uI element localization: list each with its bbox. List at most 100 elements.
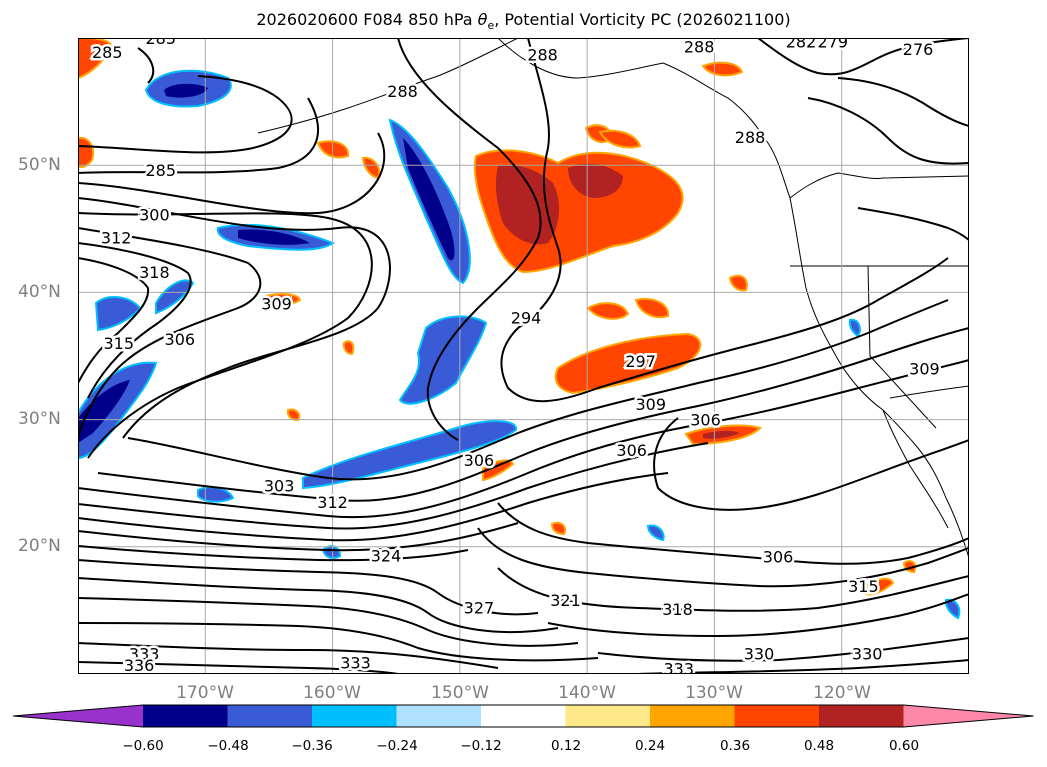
theta-e-contours <box>78 38 969 674</box>
pv-negative-core <box>238 229 310 245</box>
contour-label: 279 <box>818 38 849 52</box>
title-prefix: 2026020600 F084 850 hPa <box>256 10 478 29</box>
pv-positive-area <box>865 577 895 596</box>
baja-california-coastline <box>882 409 949 529</box>
contour-line <box>97 327 969 502</box>
pv-positive-core <box>568 163 623 198</box>
contour-label: 285 <box>92 43 123 62</box>
pv-positive-area <box>550 521 566 536</box>
contour-label: 336 <box>124 656 155 674</box>
contour-line <box>78 212 373 459</box>
contour-label: 309 <box>909 359 940 378</box>
pv-negative-core <box>164 83 208 98</box>
pv-negative-area <box>646 524 665 542</box>
pv-positive-area <box>78 136 94 169</box>
contour-label: 282 <box>786 38 817 52</box>
pv-negative-area <box>94 296 142 332</box>
contour-label: 315 <box>103 334 134 353</box>
map-canvas: 285 285 285 288 288 288 288 282 279 276 300 312 318 3… <box>78 38 969 674</box>
pv-positive-area <box>701 61 744 77</box>
contour-label: 333 <box>340 653 371 672</box>
contour-label: 288 <box>735 128 766 147</box>
title-theta-symbol: θ <box>477 10 488 29</box>
colorbar-tick-label: −0.12 <box>460 738 502 754</box>
contour-label: 315 <box>848 577 879 596</box>
coastlines <box>257 38 969 559</box>
colorbar-tick-label: −0.24 <box>376 738 418 754</box>
colorbar <box>12 704 1034 728</box>
contour-line <box>857 207 969 241</box>
colorbar-tick-label: 0.36 <box>719 738 751 754</box>
lat-tick-label: 40°N <box>18 282 61 302</box>
colorbar-bin <box>481 705 566 727</box>
pv-negative-core <box>403 138 455 261</box>
colorbar-tick-label: −0.36 <box>291 738 333 754</box>
pv-positive-area <box>265 292 302 308</box>
contour-label: 300 <box>139 206 170 225</box>
contour-labels: 285 285 285 288 288 288 288 282 279 276 300 312 318 3… <box>90 38 943 674</box>
contour-label: 312 <box>317 493 348 512</box>
lon-tick-label: 120°W <box>813 683 871 703</box>
contour-label: 288 <box>527 45 558 64</box>
contour-line <box>547 593 969 638</box>
pv-negative-area <box>398 315 488 405</box>
us-mexico-border <box>889 385 969 399</box>
contour-label: 309 <box>636 395 667 414</box>
lon-tick-label: 140°W <box>558 683 616 703</box>
contour-line <box>78 661 399 674</box>
contour-label: 333 <box>664 660 695 674</box>
contour-line <box>78 359 969 519</box>
chart-title: 2026020600 F084 850 hPa θe, Potential Vo… <box>0 10 1047 32</box>
contour-label: 327 <box>464 599 495 618</box>
colorbar-tick-label: 0.60 <box>888 738 920 754</box>
contour-label: 318 <box>139 263 170 282</box>
contour-line <box>78 642 499 669</box>
colorbar-outline <box>12 704 1034 728</box>
colorbar-bin <box>396 705 481 727</box>
contour-label: 324 <box>371 546 402 565</box>
contour-label: 306 <box>763 548 794 567</box>
lon-tick-label: 160°W <box>303 683 361 703</box>
contour-line <box>653 417 969 511</box>
pv-positive-core <box>703 430 740 439</box>
title-subscript: e <box>487 19 495 33</box>
contour-label: 306 <box>690 410 721 429</box>
pv-positive-area <box>598 129 642 149</box>
pv-positive-area <box>586 302 630 320</box>
contour-line <box>78 597 579 647</box>
pv-negative-area <box>944 598 961 620</box>
colorbar-bin <box>312 705 397 727</box>
contour-label: 276 <box>903 40 934 59</box>
contour-line <box>837 77 969 127</box>
contour-line <box>637 659 969 674</box>
contour-line <box>477 527 969 588</box>
contour-label: 330 <box>852 644 883 663</box>
contour-line <box>397 38 542 441</box>
pv-negative-area <box>155 279 195 315</box>
contour-line <box>497 502 969 565</box>
colorbar-tick-label: 0.24 <box>634 738 666 754</box>
pv-positive-area <box>361 156 381 180</box>
contour-line <box>78 622 599 662</box>
british-columbia-coastline <box>789 172 969 199</box>
contour-line <box>78 472 669 542</box>
pv-negative-area <box>848 318 861 338</box>
colorbar-tick-label: −0.48 <box>207 738 249 754</box>
pv-negative-area <box>321 545 342 559</box>
contour-line <box>78 242 192 399</box>
contour-label: 306 <box>165 330 196 349</box>
contour-label: 306 <box>464 451 495 470</box>
alaska-coastline <box>497 38 791 199</box>
colorbar-bin <box>13 705 143 727</box>
pv-positive-area <box>554 332 702 395</box>
contour-line <box>78 545 469 562</box>
us-west-coastline <box>789 197 969 559</box>
contour-line <box>78 522 519 552</box>
lon-tick-label: 170°W <box>176 683 234 703</box>
colorbar-tick-label: −0.60 <box>122 738 164 754</box>
contour-line <box>127 299 949 481</box>
lat-tick-label: 50°N <box>18 155 61 175</box>
us-state-border <box>867 265 937 429</box>
colorbar-bin <box>650 705 735 727</box>
contour-line <box>517 38 562 329</box>
